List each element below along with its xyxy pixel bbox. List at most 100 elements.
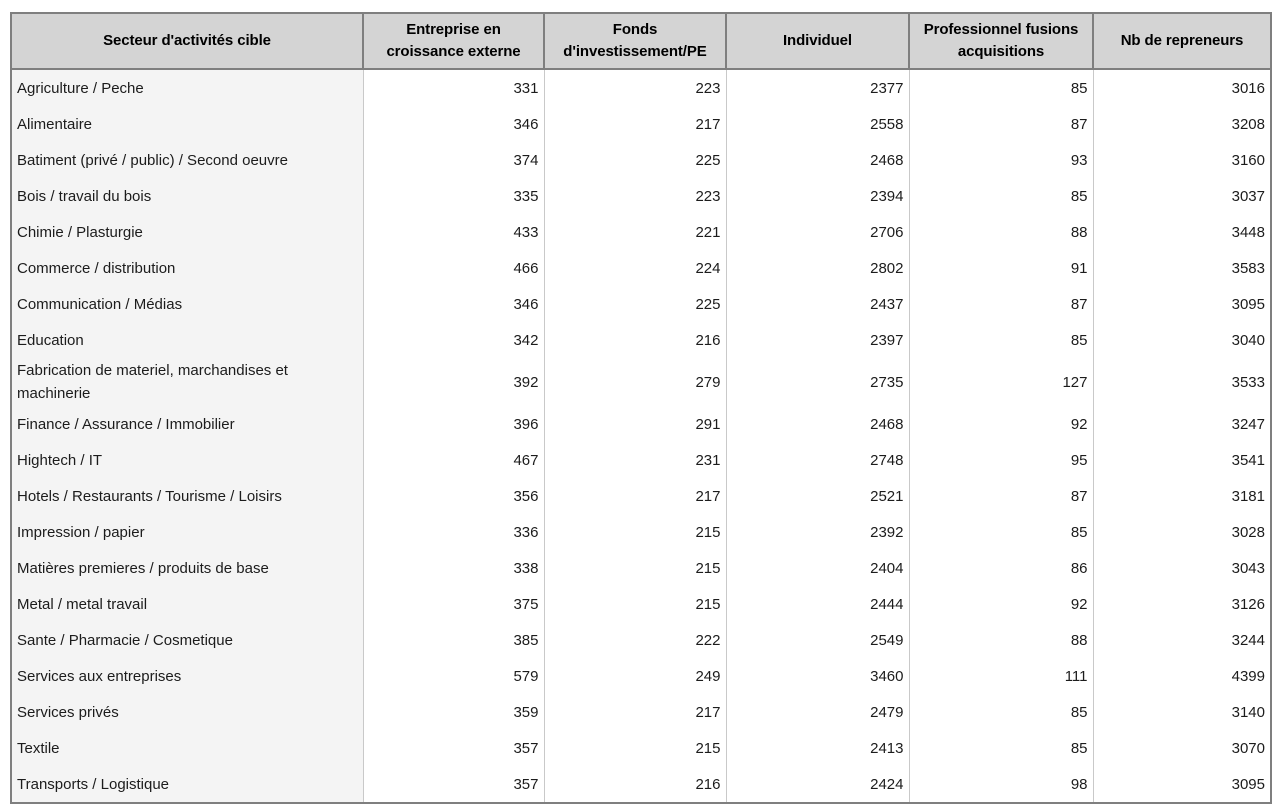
value-cell-professionnel-fusions: 88 xyxy=(908,214,1094,250)
table-row: Textile 357 215 2413 85 3070 xyxy=(10,730,1272,766)
value-cell-nb-repreneurs: 3095 xyxy=(1092,766,1272,803)
table-row: Hotels / Restaurants / Tourisme / Loisir… xyxy=(10,478,1272,514)
value-cell-nb-repreneurs: 3126 xyxy=(1092,586,1272,622)
value-cell-individuel: 2748 xyxy=(725,442,910,478)
value-cell-professionnel-fusions: 88 xyxy=(908,622,1094,658)
sectors-data-table: Secteur d'activités cible Entreprise en … xyxy=(10,12,1272,804)
value-cell-individuel: 2706 xyxy=(725,214,910,250)
value-cell-individuel: 2394 xyxy=(725,178,910,214)
value-cell-nb-repreneurs: 3160 xyxy=(1092,142,1272,178)
value-cell-entreprise-croissance: 357 xyxy=(362,766,545,803)
value-cell-nb-repreneurs: 3583 xyxy=(1092,250,1272,286)
value-cell-fonds-investissement: 249 xyxy=(543,658,727,694)
value-cell-professionnel-fusions: 85 xyxy=(908,69,1094,106)
value-cell-entreprise-croissance: 467 xyxy=(362,442,545,478)
value-cell-individuel: 2377 xyxy=(725,69,910,106)
sector-cell: Transports / Logistique xyxy=(10,766,364,803)
value-cell-nb-repreneurs: 3037 xyxy=(1092,178,1272,214)
value-cell-professionnel-fusions: 92 xyxy=(908,586,1094,622)
value-cell-nb-repreneurs: 3043 xyxy=(1092,550,1272,586)
column-header-professionnel-fusions: Professionnel fusions acquisitions xyxy=(908,12,1094,70)
value-cell-nb-repreneurs: 3095 xyxy=(1092,286,1272,322)
value-cell-entreprise-croissance: 346 xyxy=(362,286,545,322)
column-header-fonds-investissement: Fonds d'investissement/PE xyxy=(543,12,727,70)
value-cell-entreprise-croissance: 359 xyxy=(362,694,545,730)
sector-cell: Sante / Pharmacie / Cosmetique xyxy=(10,622,364,658)
sector-cell: Textile xyxy=(10,730,364,766)
table-row: Alimentaire 346 217 2558 87 3208 xyxy=(10,106,1272,142)
value-cell-professionnel-fusions: 98 xyxy=(908,766,1094,803)
value-cell-fonds-investissement: 225 xyxy=(543,286,727,322)
value-cell-fonds-investissement: 215 xyxy=(543,514,727,550)
sector-cell: Chimie / Plasturgie xyxy=(10,214,364,250)
value-cell-entreprise-croissance: 396 xyxy=(362,406,545,442)
value-cell-fonds-investissement: 279 xyxy=(543,358,727,406)
value-cell-individuel: 2404 xyxy=(725,550,910,586)
value-cell-professionnel-fusions: 87 xyxy=(908,106,1094,142)
value-cell-entreprise-croissance: 466 xyxy=(362,250,545,286)
value-cell-nb-repreneurs: 3140 xyxy=(1092,694,1272,730)
value-cell-individuel: 2468 xyxy=(725,406,910,442)
value-cell-individuel: 2479 xyxy=(725,694,910,730)
value-cell-nb-repreneurs: 3016 xyxy=(1092,69,1272,106)
value-cell-entreprise-croissance: 374 xyxy=(362,142,545,178)
value-cell-fonds-investissement: 223 xyxy=(543,69,727,106)
table-row: Services privés 359 217 2479 85 3140 xyxy=(10,694,1272,730)
value-cell-professionnel-fusions: 93 xyxy=(908,142,1094,178)
table-row: Batiment (privé / public) / Second oeuvr… xyxy=(10,142,1272,178)
value-cell-professionnel-fusions: 85 xyxy=(908,514,1094,550)
sector-cell: Services privés xyxy=(10,694,364,730)
value-cell-professionnel-fusions: 85 xyxy=(908,730,1094,766)
value-cell-individuel: 2437 xyxy=(725,286,910,322)
value-cell-professionnel-fusions: 127 xyxy=(908,358,1094,406)
value-cell-entreprise-croissance: 336 xyxy=(362,514,545,550)
value-cell-individuel: 2549 xyxy=(725,622,910,658)
table-row: Metal / metal travail 375 215 2444 92 31… xyxy=(10,586,1272,622)
sector-cell: Finance / Assurance / Immobilier xyxy=(10,406,364,442)
value-cell-fonds-investissement: 217 xyxy=(543,106,727,142)
table-row: Fabrication de materiel, marchandises et… xyxy=(10,358,1272,406)
value-cell-entreprise-croissance: 433 xyxy=(362,214,545,250)
value-cell-fonds-investissement: 222 xyxy=(543,622,727,658)
value-cell-fonds-investissement: 217 xyxy=(543,478,727,514)
sector-cell: Bois / travail du bois xyxy=(10,178,364,214)
value-cell-nb-repreneurs: 3541 xyxy=(1092,442,1272,478)
table-row: Matières premieres / produits de base 33… xyxy=(10,550,1272,586)
value-cell-fonds-investissement: 231 xyxy=(543,442,727,478)
value-cell-entreprise-croissance: 346 xyxy=(362,106,545,142)
table-header: Secteur d'activités cible Entreprise en … xyxy=(10,12,1272,70)
value-cell-individuel: 3460 xyxy=(725,658,910,694)
table-row: Transports / Logistique 357 216 2424 98 … xyxy=(10,766,1272,803)
table-row: Agriculture / Peche 331 223 2377 85 3016 xyxy=(10,69,1272,106)
value-cell-individuel: 2521 xyxy=(725,478,910,514)
value-cell-entreprise-croissance: 385 xyxy=(362,622,545,658)
value-cell-entreprise-croissance: 335 xyxy=(362,178,545,214)
column-header-sector: Secteur d'activités cible xyxy=(10,12,364,70)
value-cell-nb-repreneurs: 3448 xyxy=(1092,214,1272,250)
value-cell-professionnel-fusions: 111 xyxy=(908,658,1094,694)
value-cell-entreprise-croissance: 357 xyxy=(362,730,545,766)
value-cell-professionnel-fusions: 87 xyxy=(908,286,1094,322)
value-cell-fonds-investissement: 215 xyxy=(543,730,727,766)
value-cell-nb-repreneurs: 3533 xyxy=(1092,358,1272,406)
value-cell-professionnel-fusions: 95 xyxy=(908,442,1094,478)
table-row: Chimie / Plasturgie 433 221 2706 88 3448 xyxy=(10,214,1272,250)
value-cell-fonds-investissement: 215 xyxy=(543,586,727,622)
value-cell-individuel: 2558 xyxy=(725,106,910,142)
value-cell-individuel: 2413 xyxy=(725,730,910,766)
value-cell-entreprise-croissance: 579 xyxy=(362,658,545,694)
sector-cell: Hightech / IT xyxy=(10,442,364,478)
value-cell-nb-repreneurs: 3040 xyxy=(1092,322,1272,358)
value-cell-individuel: 2468 xyxy=(725,142,910,178)
value-cell-entreprise-croissance: 338 xyxy=(362,550,545,586)
sector-cell: Commerce / distribution xyxy=(10,250,364,286)
sector-cell: Services aux entreprises xyxy=(10,658,364,694)
sector-cell: Education xyxy=(10,322,364,358)
value-cell-nb-repreneurs: 3208 xyxy=(1092,106,1272,142)
sector-cell: Metal / metal travail xyxy=(10,586,364,622)
value-cell-professionnel-fusions: 91 xyxy=(908,250,1094,286)
value-cell-fonds-investissement: 216 xyxy=(543,766,727,803)
column-header-entreprise-croissance: Entreprise en croissance externe xyxy=(362,12,545,70)
value-cell-fonds-investissement: 216 xyxy=(543,322,727,358)
value-cell-individuel: 2802 xyxy=(725,250,910,286)
